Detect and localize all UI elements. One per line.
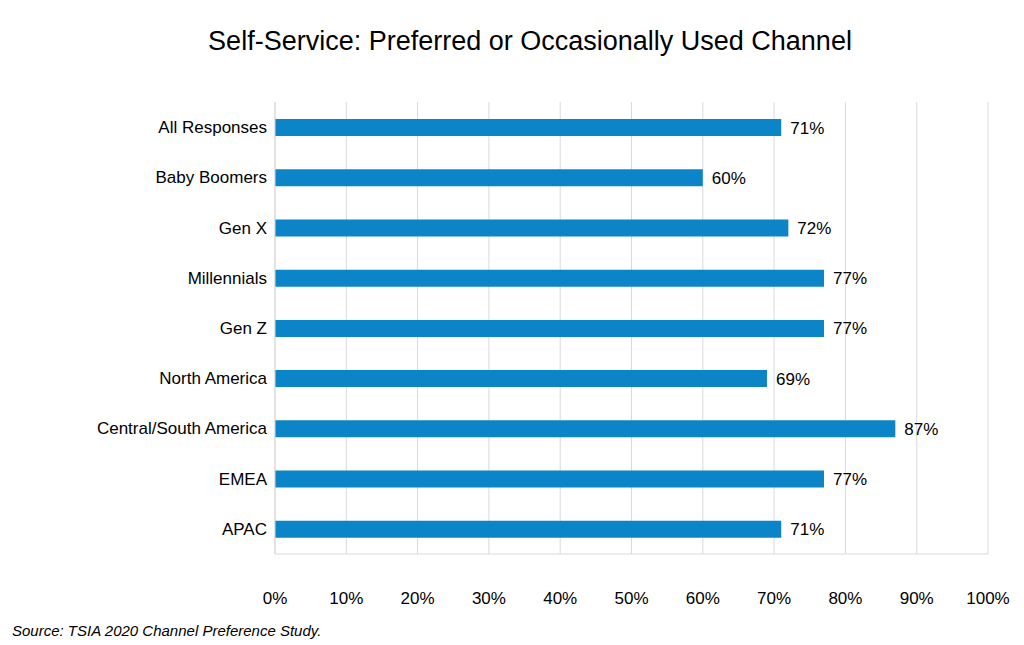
svg-text:87%: 87%: [904, 420, 938, 439]
svg-text:77%: 77%: [833, 269, 867, 288]
svg-text:60%: 60%: [712, 169, 746, 188]
svg-text:50%: 50%: [614, 589, 648, 608]
svg-text:40%: 40%: [543, 589, 577, 608]
svg-text:Millennials: Millennials: [188, 269, 267, 288]
svg-text:69%: 69%: [776, 370, 810, 389]
svg-text:20%: 20%: [401, 589, 435, 608]
svg-text:60%: 60%: [686, 589, 720, 608]
svg-text:30%: 30%: [472, 589, 506, 608]
svg-text:80%: 80%: [828, 589, 862, 608]
svg-text:72%: 72%: [797, 219, 831, 238]
svg-text:All Responses: All Responses: [158, 118, 267, 137]
svg-text:70%: 70%: [757, 589, 791, 608]
html-text:Source: TSIA 2020 Channel Pref: Source: TSIA 2020 Channel Preference Stu…: [12, 622, 322, 639]
svg-text:Gen Z: Gen Z: [220, 319, 267, 338]
html-text:Self-Service: Preferred or Occ: Self-Service: Preferred or Occasionally …: [208, 26, 852, 56]
svg-text:71%: 71%: [790, 119, 824, 138]
svg-text:77%: 77%: [833, 470, 867, 489]
svg-text:10%: 10%: [329, 589, 363, 608]
svg-text:North America: North America: [159, 369, 267, 388]
svg-text:71%: 71%: [790, 520, 824, 539]
svg-text:0%: 0%: [263, 589, 288, 608]
svg-text:Baby Boomers: Baby Boomers: [156, 168, 268, 187]
svg-text:90%: 90%: [900, 589, 934, 608]
svg-text:100%: 100%: [966, 589, 1009, 608]
svg-text:77%: 77%: [833, 319, 867, 338]
svg-text:EMEA: EMEA: [219, 470, 268, 489]
svg-text:APAC: APAC: [222, 520, 267, 539]
svg-text:Gen X: Gen X: [219, 219, 267, 238]
svg-text:Central/South America: Central/South America: [97, 419, 268, 438]
